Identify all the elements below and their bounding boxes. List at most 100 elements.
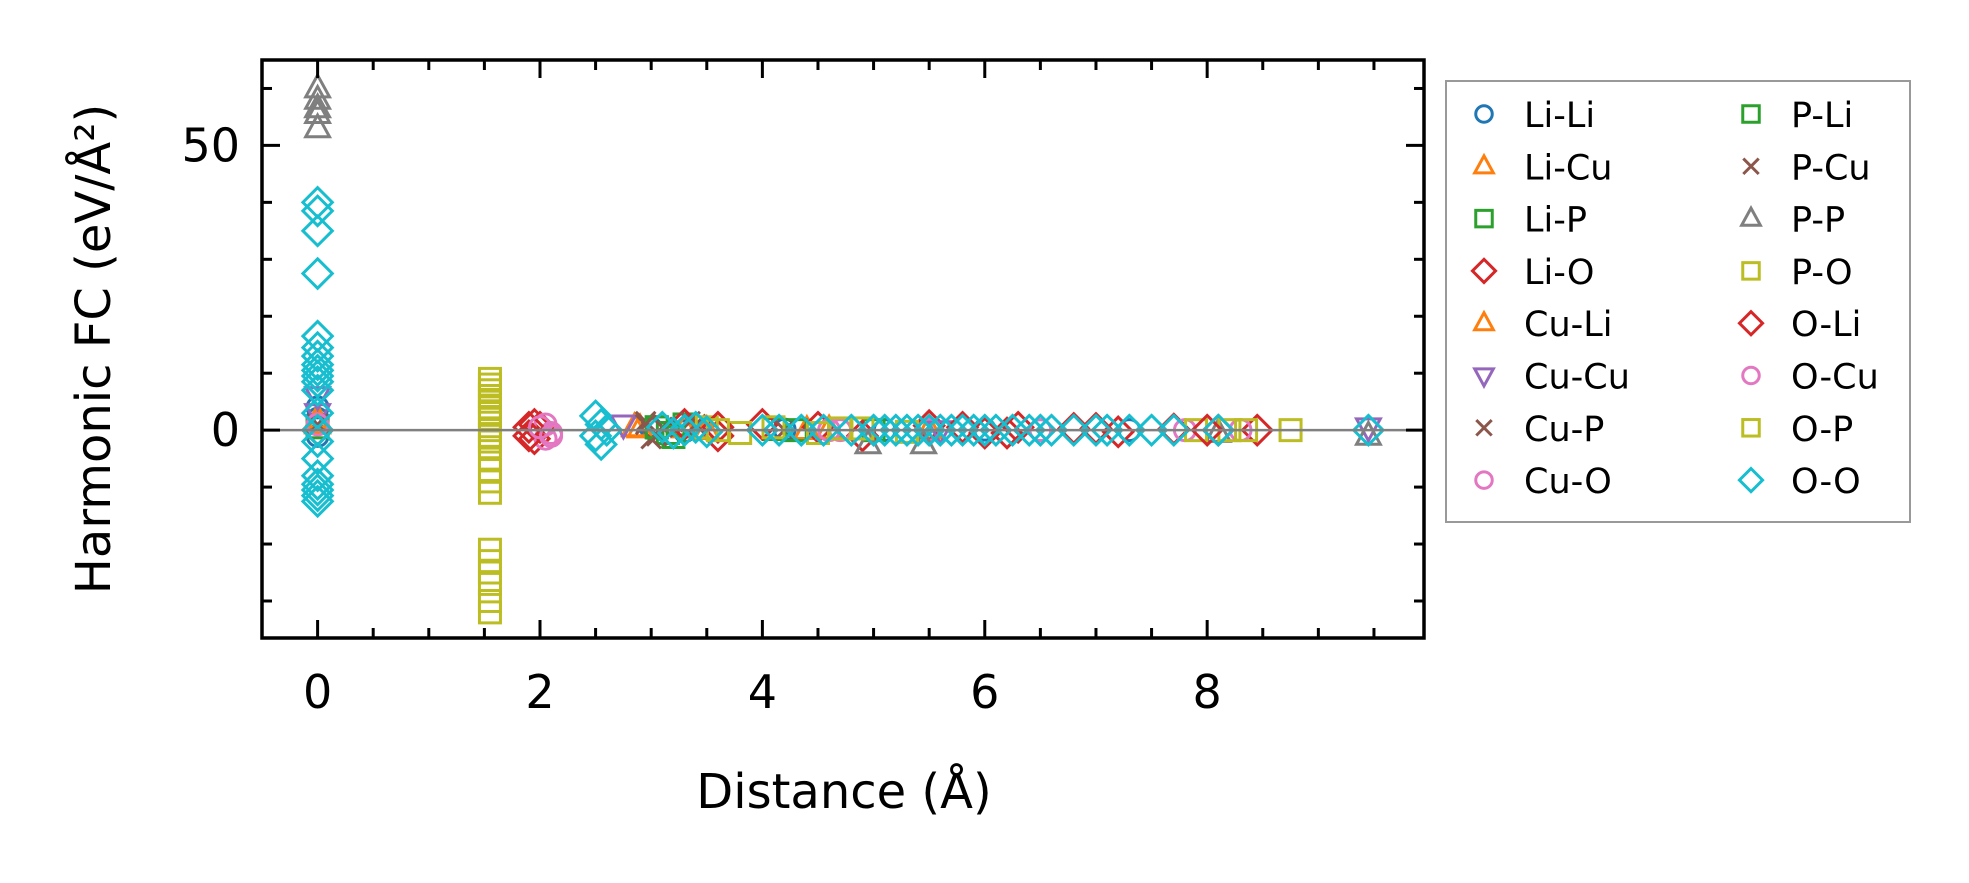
legend-marker-icon: [1475, 419, 1493, 437]
legend-label: O-O: [1791, 462, 1861, 502]
series-o-o: [300, 185, 1386, 519]
legend-label: Cu-P: [1524, 410, 1604, 450]
legend-label: Li-Cu: [1524, 148, 1612, 188]
data-point: [934, 413, 969, 447]
data-point: [477, 395, 502, 420]
legend-label: Cu-O: [1524, 462, 1612, 502]
legend: Li-Li Li-Cu Li-P Li-O Cu-Li Cu-Cu Cu-P Cu-O P-Li…: [1445, 80, 1911, 523]
data-point: [300, 185, 335, 220]
data-point: [1079, 413, 1113, 447]
data-point: [1034, 413, 1069, 447]
x-tick-label: 0: [303, 665, 332, 719]
legend-marker-icon: [1741, 418, 1761, 438]
legend-marker-icon: [1472, 309, 1496, 332]
legend-item-o-cu: O-Cu: [1741, 358, 1879, 398]
legend-item-cu-p: Cu-P: [1475, 410, 1604, 450]
data-point: [303, 97, 333, 124]
data-point: [1023, 413, 1058, 447]
data-point: [1156, 413, 1191, 447]
data-point: [784, 413, 819, 447]
data-point: [477, 571, 502, 596]
x-tick-label: 4: [748, 665, 777, 719]
legend-item-o-o: O-O: [1737, 462, 1861, 502]
x-tick-label: 2: [525, 665, 554, 719]
legend-marker-icon: [1470, 257, 1498, 285]
data-point: [1134, 413, 1169, 447]
data-point: [300, 478, 335, 513]
axis-ticks: [260, 60, 1424, 638]
legend-marker-icon: [1741, 104, 1761, 124]
legend-marker-icon: [1742, 157, 1760, 176]
x-tick-labels: 0 2 4 6 8: [303, 665, 1222, 719]
legend-item-p-o: P-O: [1741, 253, 1853, 293]
data-point: [1201, 413, 1236, 447]
data-point: [300, 347, 335, 382]
data-point: [1012, 413, 1047, 447]
data-point: [914, 413, 944, 440]
legend-item-li-li: Li-Li: [1474, 96, 1595, 136]
data-point: [979, 413, 1013, 447]
data-point: [689, 415, 724, 449]
data-point: [1056, 413, 1091, 447]
legend-label: P-Li: [1791, 96, 1853, 136]
data-point: [1240, 413, 1275, 447]
data-point: [806, 413, 841, 447]
data-point: [762, 413, 796, 447]
plot-frame: [260, 58, 1426, 640]
data-point: [923, 413, 958, 447]
y-axis-label: Harmonic FC (eV/Å²): [65, 104, 122, 594]
legend-label: Li-Li: [1524, 96, 1595, 136]
legend-item-li-cu: Li-Cu: [1472, 148, 1612, 188]
data-points: [300, 72, 1386, 625]
legend-marker-icon: [1474, 470, 1494, 490]
data-point: [477, 600, 502, 625]
data-point: [477, 480, 502, 505]
data-point: [853, 427, 883, 455]
data-point: [300, 467, 335, 502]
legend-label: Li-O: [1524, 253, 1594, 293]
legend-label: O-P: [1791, 410, 1853, 450]
legend-item-li-p: Li-P: [1474, 201, 1587, 241]
data-point: [645, 410, 680, 445]
y-tick-label: 50: [181, 118, 240, 172]
data-point: [300, 194, 335, 228]
legend-marker-icon: [1474, 208, 1494, 229]
data-point: [1001, 410, 1035, 445]
legend-marker-icon: [1472, 152, 1496, 175]
data-point: [945, 410, 980, 445]
data-point: [945, 413, 980, 447]
data-point: [303, 83, 333, 110]
legend-label: O-Li: [1791, 305, 1861, 345]
legend-label: Li-P: [1524, 201, 1587, 241]
data-point: [856, 413, 891, 447]
legend-marker-icon: [1741, 365, 1761, 386]
y-tick-label: 0: [211, 403, 240, 457]
data-point: [589, 413, 624, 447]
data-point: [300, 339, 335, 373]
data-point: [300, 214, 335, 248]
legend-item-p-li: P-Li: [1741, 96, 1853, 136]
legend-item-o-li: O-Li: [1737, 305, 1861, 345]
data-point: [925, 420, 955, 447]
data-point: [912, 413, 946, 447]
data-point: [300, 458, 335, 493]
x-tick-label: 6: [970, 665, 999, 719]
legend-label: O-Cu: [1791, 358, 1879, 398]
data-point: [512, 410, 546, 445]
data-point: [300, 256, 335, 291]
data-point: [867, 413, 902, 447]
legend-marker-icon: [1741, 261, 1761, 281]
legend-marker-icon: [1737, 466, 1765, 494]
legend-marker-icon: [1739, 205, 1763, 227]
data-point: [890, 413, 924, 447]
data-point: [967, 413, 1002, 447]
legend-label: P-P: [1791, 201, 1845, 241]
data-point: [678, 410, 713, 445]
legend-item-p-p: P-P: [1739, 201, 1845, 241]
data-point: [901, 413, 935, 447]
legend-item-cu-cu: Cu-Cu: [1472, 358, 1630, 398]
data-point: [1351, 413, 1386, 447]
x-axis-label: Distance (Å): [696, 763, 991, 820]
legend-marker-icon: [1474, 104, 1494, 124]
legend-item-cu-li: Cu-Li: [1472, 305, 1612, 345]
